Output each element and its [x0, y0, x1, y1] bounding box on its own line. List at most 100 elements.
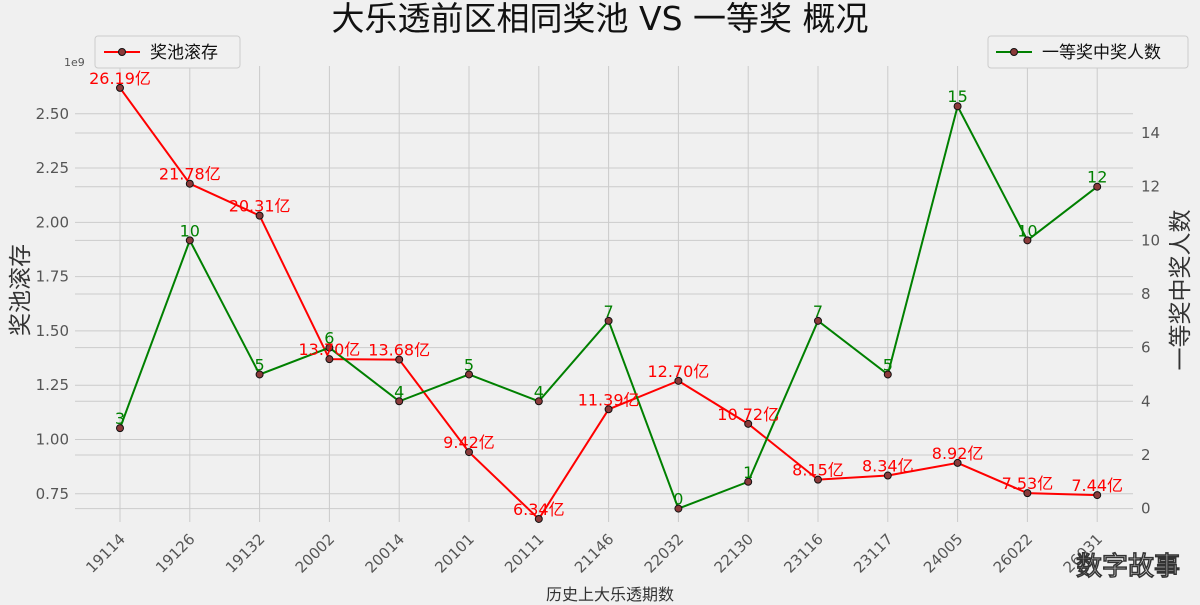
right-tick-label: 10	[1141, 231, 1160, 249]
data-labels-layer: 26.19亿 21.78亿 20.31亿 13.70亿 13.68亿 9.42亿 6.34亿…	[89, 69, 1123, 519]
watermark: 数字故事	[1076, 551, 1180, 582]
left-tick-label: 1.00	[36, 430, 69, 448]
series-1-data-label: 5	[883, 355, 893, 374]
x-tick-label: 20002	[292, 530, 338, 576]
x-tick-label: 20014	[362, 530, 408, 576]
x-tick-label: 23117	[850, 530, 896, 576]
series-0-point	[325, 355, 334, 364]
right-tick-label: 2	[1141, 446, 1151, 464]
series-0-point	[814, 475, 822, 484]
series-1-point	[1023, 236, 1032, 245]
series-0-data-label: 21.78亿	[159, 165, 221, 184]
x-tick-label: 19114	[82, 530, 128, 576]
series-1-data-label: 15	[947, 87, 967, 106]
x-tick-label: 22032	[641, 530, 687, 576]
right-tick-label: 8	[1141, 285, 1151, 303]
right-tick-label: 14	[1141, 124, 1160, 142]
series-0-point	[116, 83, 124, 92]
series-1-data-label: 4	[534, 382, 544, 401]
series-1-data-label: 6	[324, 329, 334, 348]
legend-left-box	[94, 35, 241, 69]
left-tick-label: 1.25	[36, 376, 69, 394]
right-axis-label: 一等奖中奖人数	[1168, 210, 1194, 371]
series-1-point	[953, 102, 962, 111]
series-0-point	[185, 179, 194, 188]
series-layer	[116, 83, 1102, 523]
x-tick-label: 24005	[920, 530, 966, 576]
series-0-data-label: 26.19亿	[89, 69, 151, 88]
left-tick-label: 2.50	[36, 105, 69, 123]
right-tick-label: 4	[1141, 392, 1151, 410]
series-0-point	[883, 471, 892, 480]
series-1-point	[814, 316, 822, 325]
left-tick-label: 2.00	[36, 213, 69, 231]
x-axis-ticks: 19114 19126 19132 20002 20014 20101 20111 21146…	[82, 530, 1106, 576]
legend-right-marker	[1010, 48, 1018, 56]
x-tick-label: 26022	[990, 530, 1036, 576]
series-0-data-label: 9.42亿	[443, 433, 495, 452]
series-1-data-label: 10	[180, 221, 200, 240]
x-tick-label: 23116	[780, 530, 826, 576]
series-0-data-label: 11.39亿	[578, 390, 640, 409]
series-0-data-label: 7.44亿	[1071, 476, 1123, 495]
series-1-data-label: 7	[813, 302, 823, 321]
series-1-data-label: 4	[394, 382, 404, 401]
legend-left: 奖池滚存	[94, 35, 241, 69]
left-axis-label: 奖池滚存	[8, 244, 34, 336]
series-1-point	[255, 370, 264, 379]
series-1-point	[744, 477, 753, 486]
series-1-data-label: 7	[604, 302, 614, 321]
series-1-point	[604, 316, 613, 325]
series-1-point	[116, 424, 124, 433]
series-1-point	[185, 236, 194, 245]
series-1-point	[395, 397, 404, 406]
series-1-data-label: 3	[115, 409, 125, 428]
x-tick-label: 19132	[222, 530, 268, 576]
left-tick-label: 1.75	[36, 268, 69, 286]
legend-right: 一等奖中奖人数	[987, 35, 1189, 69]
grid	[75, 66, 1133, 522]
series-0-data-label: 6.34亿	[513, 500, 565, 519]
right-tick-label: 0	[1141, 500, 1151, 518]
x-tick-label: 22130	[711, 530, 757, 576]
series-0-point	[604, 405, 613, 414]
series-1-data-label: 1	[743, 463, 753, 482]
legend-right-box	[987, 35, 1189, 69]
left-tick-label: 1.50	[36, 322, 69, 340]
series-1-point	[465, 370, 473, 379]
x-tick-label: 20111	[501, 530, 547, 576]
left-axis-ticks: 0.75 1.00 1.25 1.50 1.75 2.00 2.25 2.50	[36, 105, 69, 503]
series-0-point	[395, 355, 404, 364]
right-axis-ticks: 0 2 4 6 8 10 12 14	[1141, 124, 1160, 518]
series-0-point	[255, 211, 264, 220]
series-0-data-label: 7.53亿	[1002, 474, 1054, 493]
series-1-point	[674, 504, 683, 513]
series-1-point	[534, 397, 543, 406]
left-axis-multiplier: 1e9	[64, 56, 85, 69]
series-0-point	[744, 419, 753, 428]
legend-left-marker	[118, 48, 126, 56]
series-1-point	[883, 370, 892, 379]
series-0-data-label: 12.70亿	[647, 362, 709, 381]
series-1-point	[325, 343, 334, 352]
left-tick-label: 2.25	[36, 159, 69, 177]
series-1-data-label: 10	[1017, 221, 1037, 240]
x-axis-label: 历史上大乐透期数	[546, 585, 674, 604]
x-tick-label: 19126	[152, 530, 198, 576]
x-tick-label: 21146	[571, 530, 617, 576]
series-1-data-label: 0	[673, 490, 683, 509]
right-tick-label: 6	[1141, 339, 1151, 357]
series-1-data-label: 12	[1087, 168, 1107, 187]
series-0-point	[534, 514, 543, 523]
x-tick-label: 20101	[431, 530, 477, 576]
chart-title: 大乐透前区相同奖池 VS 一等奖 概况	[332, 0, 869, 38]
legend-right-label: 一等奖中奖人数	[1042, 43, 1161, 63]
legend-left-label: 奖池滚存	[150, 43, 218, 63]
right-tick-label: 12	[1141, 178, 1160, 196]
series-0-data-label: 8.15亿	[792, 461, 844, 480]
series-0-data-label: 13.70亿	[298, 340, 360, 359]
series-0-data-label: 13.68亿	[368, 341, 430, 360]
series-0-data-label: 10.72亿	[717, 405, 779, 424]
series-0-data-label: 8.92亿	[932, 444, 984, 463]
series-0-data-label: 8.34亿	[862, 457, 914, 476]
